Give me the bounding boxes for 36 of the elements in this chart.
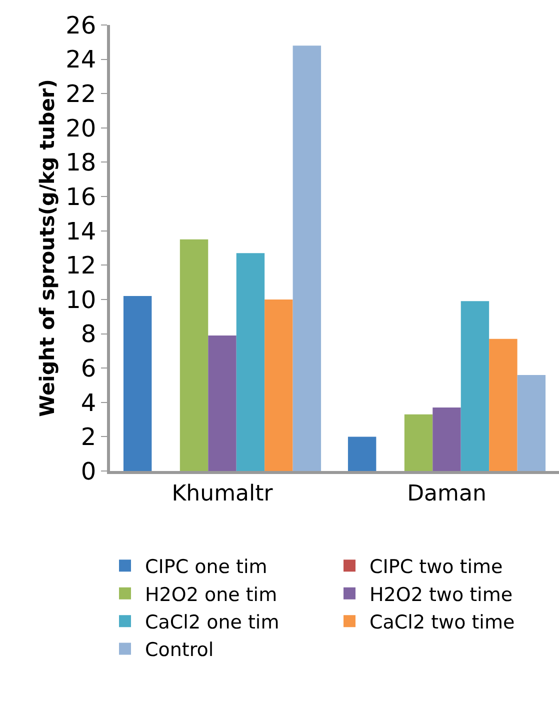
y-tick-label: 6 (80, 354, 96, 382)
bar (180, 239, 208, 471)
y-tick-label: 12 (66, 252, 96, 280)
bar (489, 338, 518, 471)
legend-label: CIPC one tim (145, 556, 268, 578)
legend-label: H2O2 one tim (145, 584, 278, 606)
legend-label: CaCl2 two time (370, 611, 515, 634)
y-tick-label: 16 (66, 182, 96, 211)
y-tick-label: 26 (66, 11, 96, 40)
y-tick-label: 22 (66, 80, 96, 108)
y-tick-label: 18 (66, 148, 96, 177)
y-tick-label: 0 (80, 457, 96, 486)
bar (264, 299, 293, 471)
y-tick-label: 2 (80, 423, 96, 452)
y-tick-label: 10 (66, 286, 96, 314)
y-tick-label: 8 (80, 320, 96, 348)
y-axis-title: Weight of sprouts(g/kg tuber) (35, 79, 60, 417)
x-tick-label: Khumaltr (172, 481, 274, 506)
bar (292, 46, 322, 471)
bar (123, 296, 152, 471)
bar (208, 335, 236, 471)
y-tick-label: 24 (66, 46, 96, 74)
y-tick-label: 14 (66, 217, 96, 246)
legend-label: Control (145, 639, 214, 662)
bar (460, 301, 490, 471)
bar (348, 436, 376, 471)
legend-label: CIPC two time (370, 556, 503, 578)
x-tick-label: Daman (407, 481, 486, 506)
legend-label: H2O2 two time (370, 584, 513, 606)
bar (236, 253, 265, 471)
bar (404, 414, 433, 471)
y-tick-label: 4 (80, 388, 96, 417)
bar (517, 374, 546, 471)
y-tick-label: 20 (66, 114, 96, 142)
legend-label: CaCl2 one tim (145, 611, 280, 634)
bar (432, 408, 461, 471)
